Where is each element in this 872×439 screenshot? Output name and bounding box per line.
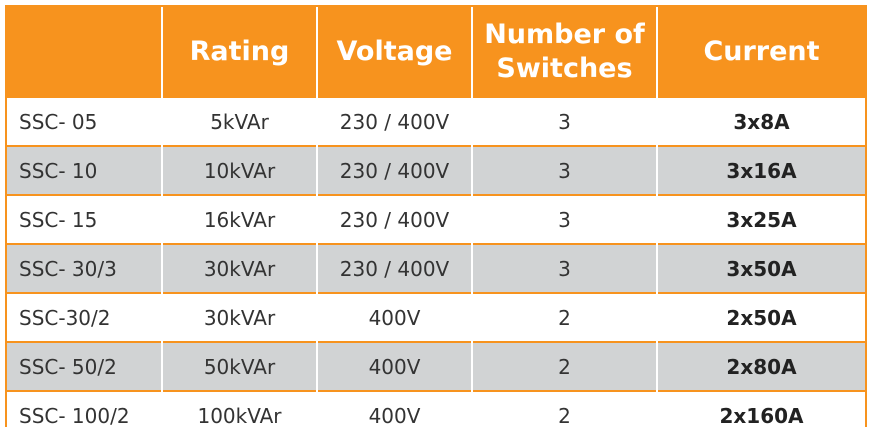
header-voltage: Voltage: [316, 7, 472, 97]
cell-current: 3x8A: [656, 96, 865, 146]
table-row: SSC- 50/2 50kVAr 400V 2 2x80A: [7, 341, 865, 391]
cell-switches: 2: [471, 390, 657, 439]
cell-voltage: 400V: [316, 341, 472, 391]
cell-switches: 3: [471, 96, 657, 146]
cell-voltage: 230 / 400V: [316, 96, 472, 146]
spec-table-frame: Rating Voltage Number of Switches Curren…: [5, 5, 867, 439]
cell-rating: 10kVAr: [161, 145, 317, 195]
cell-current: 3x25A: [656, 194, 865, 244]
cell-switches: 3: [471, 194, 657, 244]
cell-rating: 30kVAr: [161, 292, 317, 342]
cell-model: SSC- 30/3: [7, 243, 162, 293]
cell-current: 2x160A: [656, 390, 865, 439]
cell-voltage: 400V: [316, 292, 472, 342]
table-header-row: Rating Voltage Number of Switches Curren…: [7, 7, 865, 97]
header-number-of-switches: Number of Switches: [471, 7, 657, 97]
cell-model: SSC- 05: [7, 96, 162, 146]
cell-switches: 3: [471, 243, 657, 293]
cell-model: SSC-30/2: [7, 292, 162, 342]
cell-model: SSC- 50/2: [7, 341, 162, 391]
table-row: SSC- 30/3 30kVAr 230 / 400V 3 3x50A: [7, 243, 865, 293]
cell-current: 2x80A: [656, 341, 865, 391]
table-row: SSC- 10 10kVAr 230 / 400V 3 3x16A: [7, 145, 865, 195]
cell-voltage: 230 / 400V: [316, 243, 472, 293]
table-row: SSC- 05 5kVAr 230 / 400V 3 3x8A: [7, 96, 865, 146]
cell-switches: 3: [471, 145, 657, 195]
header-current: Current: [656, 7, 865, 97]
cell-model: SSC- 100/2: [7, 390, 162, 439]
cell-rating: 50kVAr: [161, 341, 317, 391]
header-model: [7, 7, 162, 97]
cell-rating: 16kVAr: [161, 194, 317, 244]
table-row: SSC-30/2 30kVAr 400V 2 2x50A: [7, 292, 865, 342]
cell-rating: 30kVAr: [161, 243, 317, 293]
cell-current: 2x50A: [656, 292, 865, 342]
table-row: SSC- 100/2 100kVAr 400V 2 2x160A: [7, 390, 865, 439]
cell-model: SSC- 10: [7, 145, 162, 195]
header-rating: Rating: [161, 7, 317, 97]
cell-current: 3x16A: [656, 145, 865, 195]
cell-switches: 2: [471, 341, 657, 391]
cell-voltage: 230 / 400V: [316, 194, 472, 244]
cell-voltage: 230 / 400V: [316, 145, 472, 195]
cell-voltage: 400V: [316, 390, 472, 439]
cell-rating: 5kVAr: [161, 96, 317, 146]
spec-table: Rating Voltage Number of Switches Curren…: [7, 7, 865, 439]
cell-rating: 100kVAr: [161, 390, 317, 439]
table-row: SSC- 15 16kVAr 230 / 400V 3 3x25A: [7, 194, 865, 244]
cell-switches: 2: [471, 292, 657, 342]
cell-model: SSC- 15: [7, 194, 162, 244]
cell-current: 3x50A: [656, 243, 865, 293]
